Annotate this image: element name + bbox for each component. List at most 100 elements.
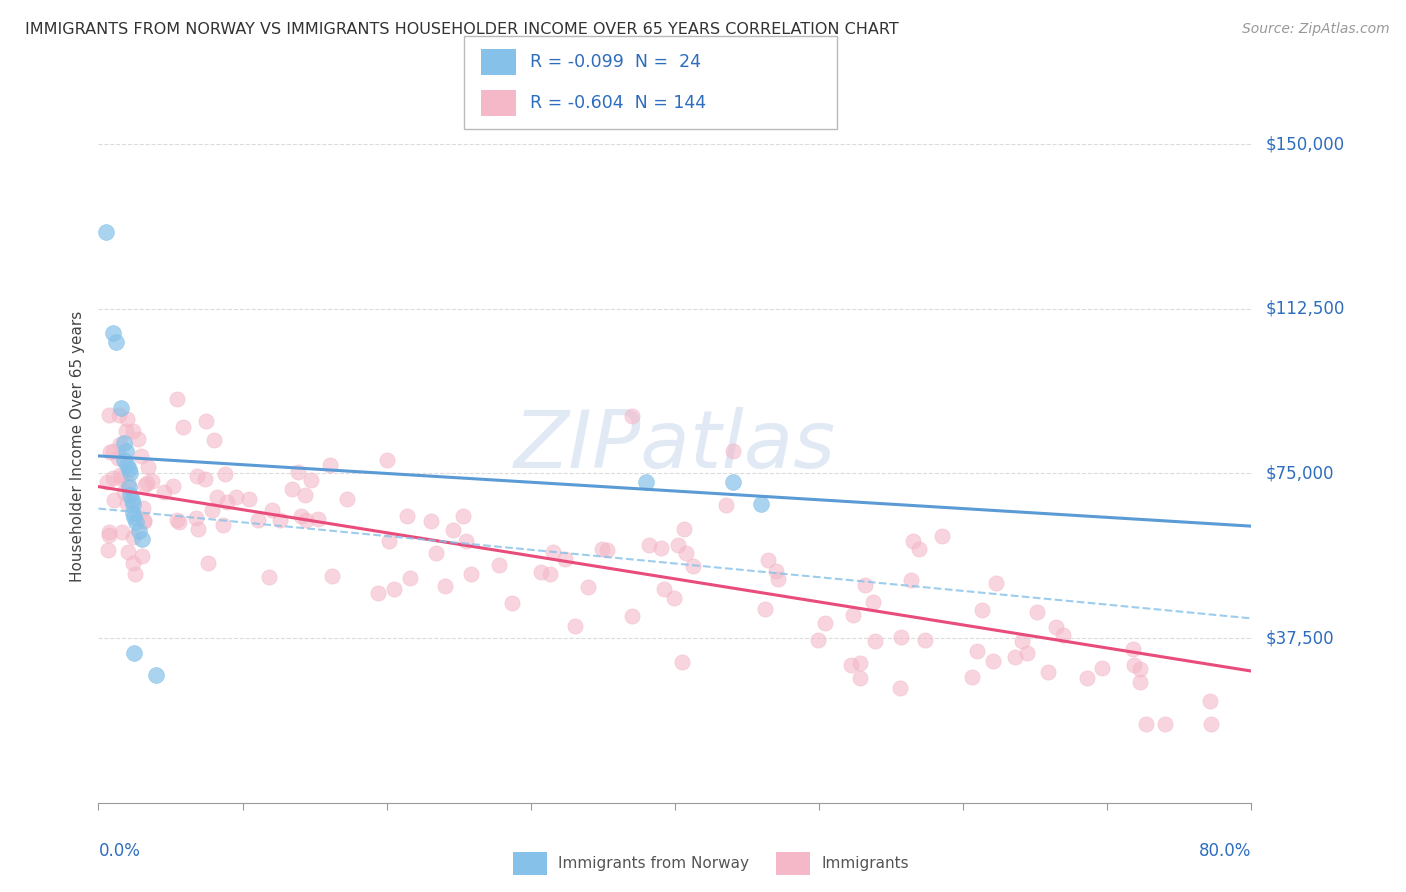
Point [650,541,672,556]
Point [122,497,145,511]
Point [132,514,155,528]
Point [194,472,217,486]
Point [103,471,125,485]
Point [714,499,737,513]
Point [807,633,830,648]
Text: 80.0%: 80.0% [1199,842,1251,860]
Point [671,655,693,669]
Point [112,453,135,467]
Point [596,542,619,557]
Point [214,467,236,482]
Point [194,414,217,428]
Point [367,585,389,599]
Text: R = -0.099  N =  24: R = -0.099 N = 24 [530,53,702,70]
Point [215,495,238,509]
Point [664,591,686,606]
Point [591,541,613,556]
Point [721,475,744,490]
Point [290,509,312,524]
Point [863,634,886,648]
Point [1201,716,1223,731]
Point [765,565,787,579]
Point [307,511,329,525]
Point [212,518,235,533]
Point [814,615,837,630]
Point [112,435,135,450]
Point [186,469,208,483]
Point [530,566,553,580]
Point [849,671,872,685]
Point [1122,642,1144,657]
Point [118,462,141,476]
Point [501,596,523,610]
Point [295,513,318,527]
Point [1026,605,1049,619]
Point [117,475,139,490]
Point [395,509,418,524]
Point [107,451,129,466]
Point [1036,665,1059,679]
Point [654,582,676,596]
Point [1011,633,1033,648]
Point [118,480,141,494]
Point [675,546,697,560]
Point [914,633,936,648]
Point [110,468,132,483]
Text: $37,500: $37,500 [1265,629,1334,647]
Point [111,524,134,539]
Point [1129,661,1152,675]
Text: Source: ZipAtlas.com: Source: ZipAtlas.com [1241,22,1389,37]
Point [336,491,359,506]
Point [281,482,304,496]
Point [257,570,280,584]
Point [1052,628,1074,642]
Point [114,444,136,458]
Point [132,514,155,528]
Point [128,524,150,538]
Point [117,545,139,559]
Point [460,566,482,581]
Point [172,420,194,434]
Point [1045,620,1067,634]
Point [666,537,689,551]
Text: Immigrants from Norway: Immigrants from Norway [558,856,749,871]
Point [890,630,912,644]
Point [121,492,143,507]
Point [269,513,291,527]
Point [103,492,125,507]
Point [384,582,406,597]
Point [96,475,118,489]
Point [966,644,988,658]
Point [162,479,184,493]
Point [104,334,127,349]
Text: Immigrants: Immigrants [821,856,908,871]
Point [862,594,884,608]
Point [197,556,219,570]
Point [1122,658,1144,673]
Point [108,408,131,422]
Point [120,467,142,481]
Point [122,424,145,438]
Point [636,475,658,490]
Point [129,449,152,463]
Point [110,471,132,485]
Point [294,488,316,502]
Point [420,514,443,528]
Point [117,458,139,472]
Point [166,392,188,406]
Point [1135,716,1157,731]
Point [1129,675,1152,690]
Point [576,580,599,594]
Point [1004,649,1026,664]
Point [848,657,870,671]
Point [1153,716,1175,731]
Point [136,475,159,490]
Point [153,484,176,499]
Point [970,603,993,617]
Point [260,503,283,517]
Point [225,491,247,505]
Point [131,549,153,563]
Point [399,571,422,585]
Point [425,546,447,560]
Point [101,326,124,340]
